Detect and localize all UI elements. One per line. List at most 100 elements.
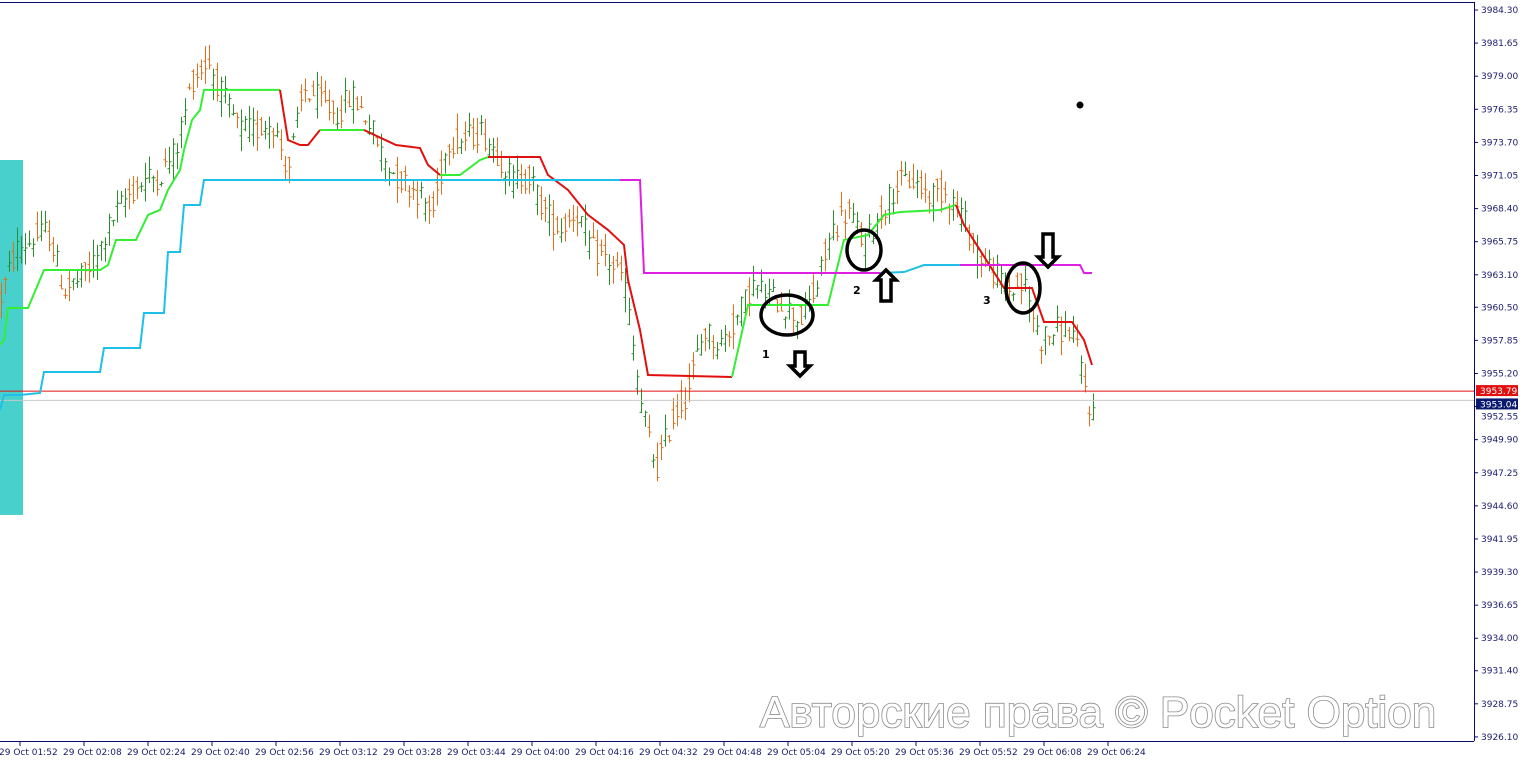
price-bar	[935, 178, 940, 202]
indicator-lines	[0, 88, 1093, 411]
price-bar	[303, 78, 308, 103]
price-bar	[899, 160, 904, 186]
y-tick-label: 3947.25	[1481, 469, 1518, 479]
price-bar	[651, 454, 656, 469]
price-bar	[499, 150, 504, 178]
price-bar	[167, 146, 172, 174]
price-bar	[567, 208, 572, 228]
price-bar	[123, 188, 128, 218]
price-bar	[535, 184, 540, 216]
price-bar	[1067, 326, 1072, 342]
price-bar	[391, 171, 396, 175]
price-bar	[39, 210, 44, 242]
annotation-label: 1	[762, 348, 770, 361]
price-bar	[375, 137, 380, 148]
y-tick-label: 3955.20	[1481, 369, 1518, 379]
price-bar	[531, 166, 536, 192]
x-tick-label: 29 Oct 06:24	[1087, 748, 1146, 758]
y-tick-label: 3979.00	[1481, 72, 1518, 82]
indicator-segment	[955, 204, 1093, 366]
price-bar	[711, 334, 716, 360]
x-tick-label: 29 Oct 05:36	[895, 748, 954, 758]
y-tick-label: 3968.40	[1481, 205, 1518, 215]
price-bar	[383, 158, 388, 182]
price-bar	[31, 238, 36, 257]
price-bar	[607, 254, 612, 285]
price-bar	[871, 235, 876, 245]
price-bar	[95, 244, 100, 281]
price-bar	[111, 219, 116, 227]
price-bar	[635, 369, 640, 395]
price-bar	[387, 167, 392, 186]
price-bar	[747, 277, 752, 317]
price-bar	[279, 129, 284, 160]
price-bar	[371, 120, 376, 145]
price-bar	[587, 230, 592, 260]
price-bar	[955, 191, 960, 218]
price-bar	[83, 262, 88, 282]
indicator-segment	[0, 88, 280, 346]
price-bar	[347, 90, 352, 108]
price-bar	[199, 59, 204, 80]
price-bar	[215, 62, 220, 102]
price-bar	[159, 181, 164, 187]
price-bar	[99, 240, 104, 261]
price-bar	[75, 270, 80, 289]
price-bar	[203, 46, 208, 84]
price-bar	[695, 334, 700, 352]
price-bar	[1027, 286, 1032, 323]
x-tick-label: 29 Oct 02:56	[255, 748, 314, 758]
x-tick-label: 29 Oct 02:40	[191, 748, 250, 758]
price-bar	[363, 119, 368, 125]
price-bar	[419, 181, 424, 199]
indicator-segment	[363, 129, 441, 176]
price-bar	[1043, 326, 1048, 356]
price-bar	[207, 44, 212, 70]
price-bar	[831, 210, 836, 241]
x-tick-label: 29 Oct 04:48	[703, 748, 762, 758]
price-bar	[1015, 272, 1020, 288]
price-bar	[47, 220, 52, 252]
annotation-label: 3	[983, 294, 991, 307]
price-bar	[283, 156, 288, 181]
y-tick-label: 3973.70	[1481, 138, 1518, 148]
price-bar	[631, 335, 636, 361]
annotations: 1 2 3	[759, 101, 1084, 379]
price-bar	[663, 414, 668, 447]
x-tick-label: 29 Oct 02:24	[127, 748, 186, 758]
y-tick-label: 3941.95	[1481, 535, 1518, 545]
y-tick-label: 3957.85	[1481, 336, 1518, 346]
price-bar	[931, 182, 936, 222]
price-bar	[671, 398, 676, 430]
marker-dot	[1076, 101, 1084, 109]
price-bar	[1063, 310, 1068, 338]
price-bar	[615, 251, 620, 268]
price-bar	[247, 105, 252, 142]
arrow-down-icon	[1033, 232, 1063, 270]
price-bar	[547, 194, 552, 237]
price-bar	[795, 320, 800, 340]
price-bar	[1011, 292, 1016, 302]
price-bar	[143, 162, 148, 202]
price-bar	[179, 116, 184, 149]
price-bar	[15, 227, 20, 272]
price-bar	[227, 93, 232, 118]
y-tick-label: 3981.65	[1481, 39, 1518, 49]
price-bar	[243, 116, 248, 132]
price-bar	[543, 196, 548, 223]
price-bar	[539, 186, 544, 221]
price-bar	[63, 288, 68, 299]
price-bar	[11, 241, 16, 272]
price-bar	[707, 323, 712, 350]
y-tick-label: 3936.65	[1481, 601, 1518, 611]
price-bar	[847, 199, 852, 219]
price-bar	[183, 98, 188, 125]
price-bar	[683, 387, 688, 421]
price-bar	[251, 107, 256, 147]
price-bar	[103, 237, 108, 262]
price-bar	[211, 68, 216, 101]
price-bar	[151, 175, 156, 193]
price-bar	[919, 170, 924, 200]
